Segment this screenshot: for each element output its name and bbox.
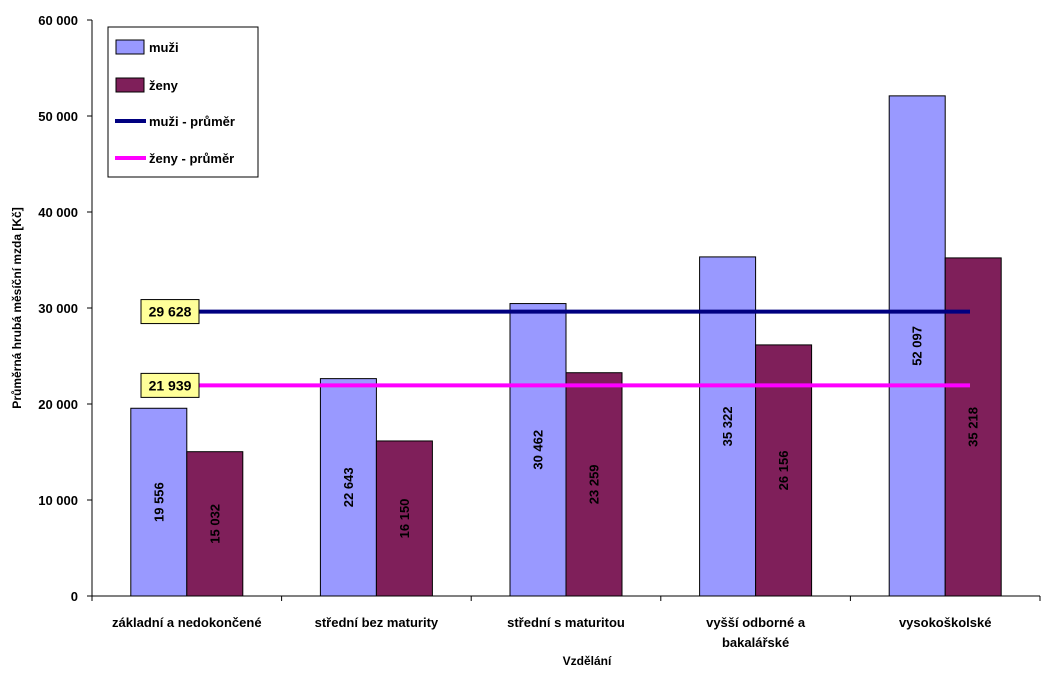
avg-label-women: 21 939 (149, 377, 192, 393)
x-category-label: základní a nedokončené (112, 615, 262, 630)
bar-label-women-3: 26 156 (776, 451, 791, 491)
legend-swatch (115, 77, 145, 93)
average-lines-layer: 29 628 21 939 (140, 299, 970, 398)
bars-layer: 19 556 22 643 30 462 35 322 52 097 15 032 16 1… (130, 95, 1002, 597)
x-category-label: střední bez maturity (315, 615, 439, 630)
avg-label-men: 29 628 (149, 304, 192, 320)
axes-layer: 0 10 000 20 000 30 000 40 000 50 000 60 000 zák… (38, 13, 1041, 650)
bar-women-0 (186, 451, 244, 597)
y-tick-label: 30 000 (38, 301, 78, 316)
bar-label-women-1: 16 150 (397, 499, 412, 539)
legend-label: ženy - průměr (149, 151, 234, 166)
bar-label-men-0: 19 556 (151, 482, 166, 522)
y-tick-label: 10 000 (38, 493, 78, 508)
x-axis-title: Vzdělání (563, 654, 612, 668)
y-tick-label: 50 000 (38, 109, 78, 124)
bar-label-men-4: 52 097 (910, 326, 925, 366)
bar-label-men-3: 35 322 (720, 407, 735, 447)
bar-label-women-4: 35 218 (966, 407, 981, 447)
y-axis-title: Průměrná hrubá měsíční mzda [Kč] (10, 207, 24, 408)
x-category-label: vysokoškolské (899, 615, 992, 630)
legend-label: muži (149, 40, 179, 55)
bar-label-men-2: 30 462 (531, 430, 546, 470)
x-category-label: vyšší odborné a bakalářské (706, 615, 806, 650)
bar-men-0 (130, 407, 188, 597)
bar-men-4 (888, 95, 946, 597)
y-tick-label: 0 (71, 589, 78, 604)
y-tick-label: 60 000 (38, 13, 78, 28)
bar-label-women-0: 15 032 (207, 504, 222, 544)
bar-women-2 (565, 372, 623, 597)
legend: muži ženy muži - průměr ženy - průměr (107, 26, 259, 178)
y-tick-label: 40 000 (38, 205, 78, 220)
bar-label-women-2: 23 259 (587, 464, 602, 504)
avg-label-box-men (140, 299, 200, 325)
x-category-label: střední s maturitou (507, 615, 625, 630)
avg-label-box-women (140, 372, 200, 398)
bar-men-1 (319, 378, 377, 597)
bar-women-4 (944, 257, 1002, 597)
legend-label: ženy (149, 78, 179, 93)
bar-men-2 (509, 303, 567, 597)
bar-label-men-1: 22 643 (341, 467, 356, 507)
legend-label: muži - průměr (149, 114, 235, 129)
y-tick-label: 20 000 (38, 397, 78, 412)
legend-swatch (115, 39, 145, 55)
